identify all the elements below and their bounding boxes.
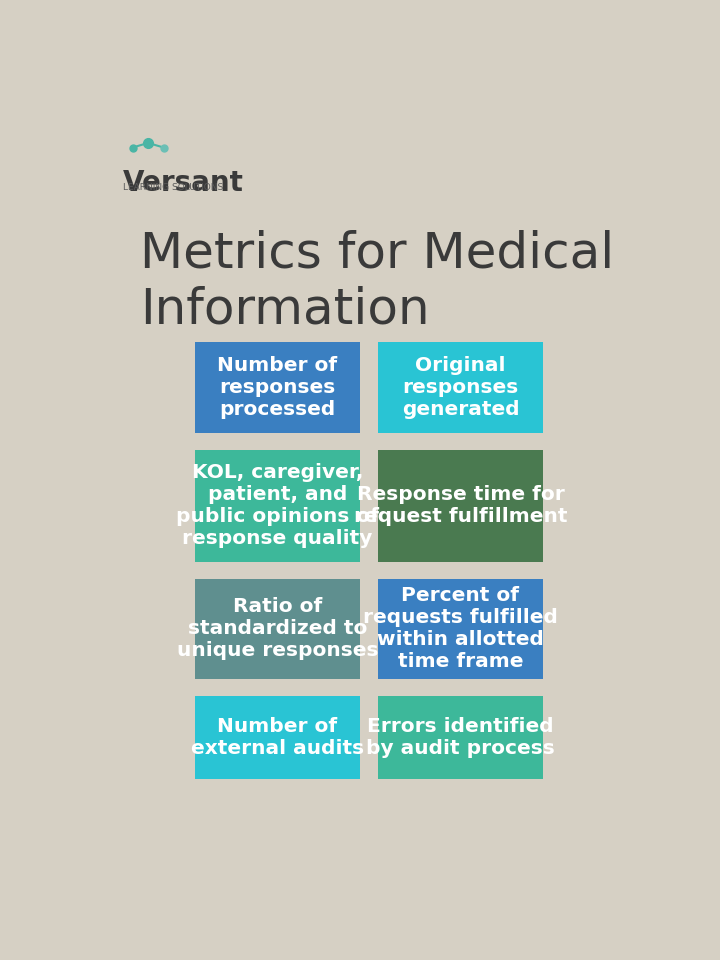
- Text: Number of
external audits: Number of external audits: [191, 717, 364, 757]
- FancyBboxPatch shape: [194, 579, 361, 679]
- FancyBboxPatch shape: [194, 696, 361, 779]
- Text: KOL, caregiver,
patient, and
public opinions of
response quality: KOL, caregiver, patient, and public opin…: [176, 464, 379, 548]
- FancyBboxPatch shape: [377, 696, 544, 779]
- FancyBboxPatch shape: [194, 450, 361, 562]
- Text: LEARNING SOLUTIONS: LEARNING SOLUTIONS: [122, 183, 222, 192]
- Text: Percent of
requests fulfilled
within allotted
time frame: Percent of requests fulfilled within all…: [363, 587, 558, 671]
- Text: Number of
responses
processed: Number of responses processed: [217, 356, 338, 420]
- FancyBboxPatch shape: [377, 450, 544, 562]
- FancyBboxPatch shape: [377, 579, 544, 679]
- Text: Response time for
request fulfillment: Response time for request fulfillment: [354, 486, 567, 526]
- Text: Metrics for Medical
Information: Metrics for Medical Information: [140, 229, 614, 333]
- Text: Ratio of
standardized to
unique responses: Ratio of standardized to unique response…: [177, 597, 378, 660]
- Text: Versant: Versant: [122, 169, 243, 197]
- FancyBboxPatch shape: [377, 343, 544, 433]
- Text: Original
responses
generated: Original responses generated: [402, 356, 519, 420]
- FancyBboxPatch shape: [194, 343, 361, 433]
- Text: Errors identified
by audit process: Errors identified by audit process: [366, 717, 555, 757]
